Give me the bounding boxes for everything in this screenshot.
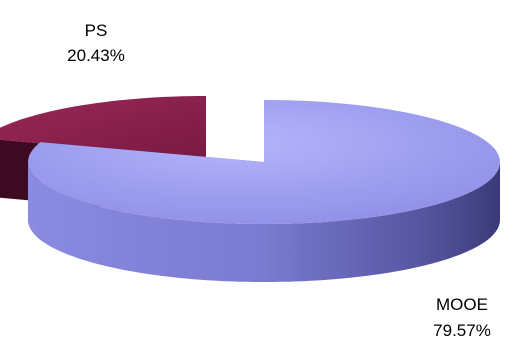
mooe-side <box>28 162 500 282</box>
ps-top <box>0 96 206 158</box>
slice-mooe <box>28 100 500 282</box>
label-ps: PS 20.43% <box>67 21 125 65</box>
label-mooe-value: 79.57% <box>433 321 491 340</box>
label-ps-value: 20.43% <box>67 46 125 65</box>
label-ps-name: PS <box>85 21 108 40</box>
mooe-top <box>28 100 500 224</box>
label-mooe-name: MOOE <box>436 295 488 314</box>
label-mooe: MOOE 79.57% <box>433 295 491 340</box>
